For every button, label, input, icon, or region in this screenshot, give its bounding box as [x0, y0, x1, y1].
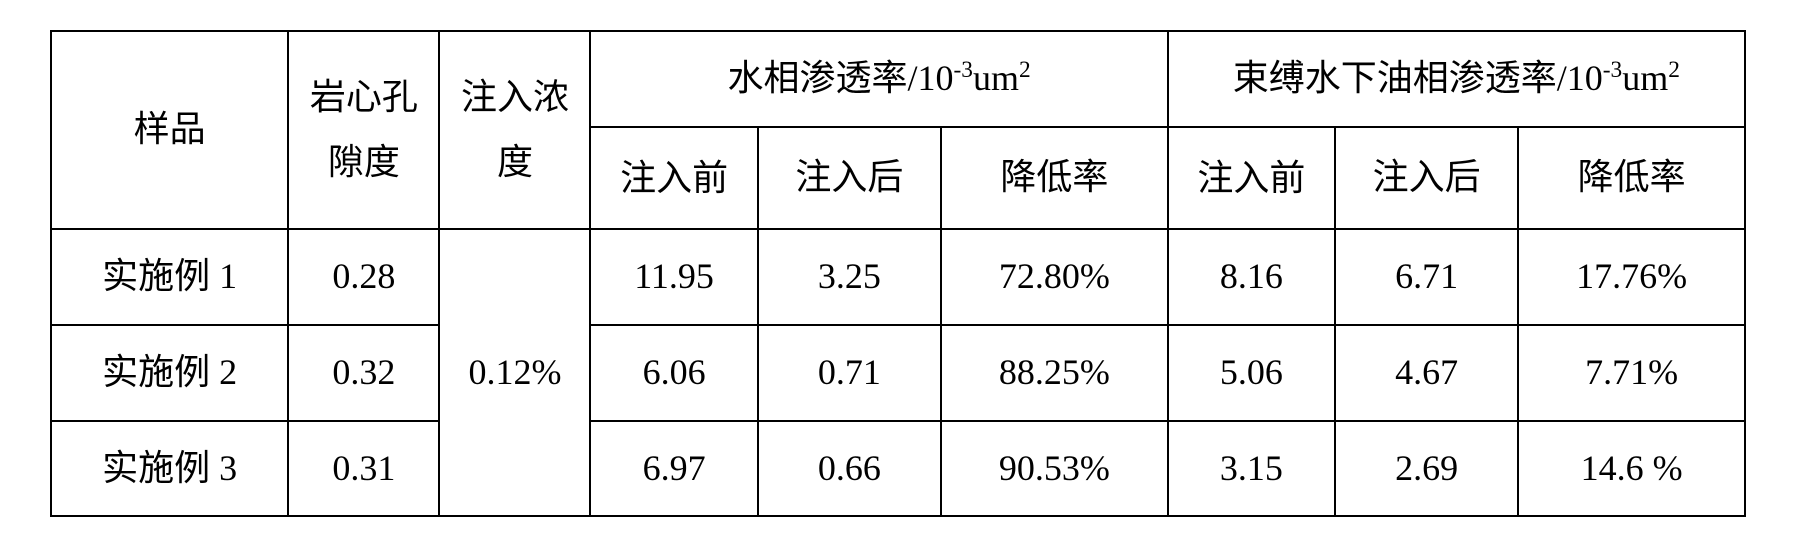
cell-oil-before: 3.15: [1168, 421, 1335, 517]
cell-water-before: 6.06: [590, 325, 757, 421]
permeability-table: 样品 岩心孔隙度 注入浓度 水相渗透率/10-3um2 束缚水下油相渗透率/10…: [50, 30, 1746, 517]
cell-water-rate: 88.25%: [941, 325, 1168, 421]
cell-oil-before: 8.16: [1168, 229, 1335, 325]
col-water-rate: 降低率: [941, 127, 1168, 230]
cell-oil-after: 4.67: [1335, 325, 1518, 421]
col-oil-after: 注入后: [1335, 127, 1518, 230]
col-group-oil: 束缚水下油相渗透率/10-3um2: [1168, 31, 1745, 127]
header-row-1: 样品 岩心孔隙度 注入浓度 水相渗透率/10-3um2 束缚水下油相渗透率/10…: [51, 31, 1745, 127]
cell-oil-after: 2.69: [1335, 421, 1518, 517]
col-concentration: 注入浓度: [439, 31, 590, 229]
cell-oil-after: 6.71: [1335, 229, 1518, 325]
col-porosity: 岩心孔隙度: [288, 31, 439, 229]
col-water-before: 注入前: [590, 127, 757, 230]
cell-water-rate: 90.53%: [941, 421, 1168, 517]
table-row: 实施例 2 0.32 6.06 0.71 88.25% 5.06 4.67 7.…: [51, 325, 1745, 421]
col-group-water: 水相渗透率/10-3um2: [590, 31, 1167, 127]
cell-porosity: 0.32: [288, 325, 439, 421]
cell-oil-rate: 17.76%: [1518, 229, 1745, 325]
cell-water-before: 6.97: [590, 421, 757, 517]
cell-oil-rate: 7.71%: [1518, 325, 1745, 421]
cell-water-rate: 72.80%: [941, 229, 1168, 325]
cell-concentration: 0.12%: [439, 229, 590, 516]
cell-oil-rate: 14.6 %: [1518, 421, 1745, 517]
cell-sample: 实施例 1: [51, 229, 288, 325]
cell-porosity: 0.28: [288, 229, 439, 325]
cell-sample: 实施例 3: [51, 421, 288, 517]
table-row: 实施例 1 0.28 0.12% 11.95 3.25 72.80% 8.16 …: [51, 229, 1745, 325]
col-oil-rate: 降低率: [1518, 127, 1745, 230]
col-oil-before: 注入前: [1168, 127, 1335, 230]
cell-water-after: 3.25: [758, 229, 941, 325]
cell-water-after: 0.71: [758, 325, 941, 421]
col-water-after: 注入后: [758, 127, 941, 230]
cell-porosity: 0.31: [288, 421, 439, 517]
col-sample: 样品: [51, 31, 288, 229]
cell-oil-before: 5.06: [1168, 325, 1335, 421]
cell-water-before: 11.95: [590, 229, 757, 325]
table-row: 实施例 3 0.31 6.97 0.66 90.53% 3.15 2.69 14…: [51, 421, 1745, 517]
cell-water-after: 0.66: [758, 421, 941, 517]
cell-sample: 实施例 2: [51, 325, 288, 421]
